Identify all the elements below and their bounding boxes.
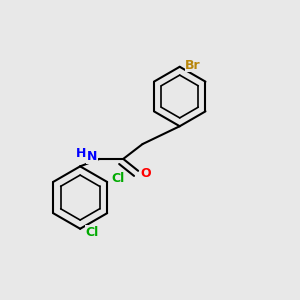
- Text: Cl: Cl: [112, 172, 125, 185]
- Text: Cl: Cl: [85, 226, 99, 239]
- Text: Br: Br: [185, 59, 201, 72]
- Text: O: O: [140, 167, 151, 180]
- Text: H: H: [76, 147, 86, 160]
- Text: N: N: [87, 150, 97, 163]
